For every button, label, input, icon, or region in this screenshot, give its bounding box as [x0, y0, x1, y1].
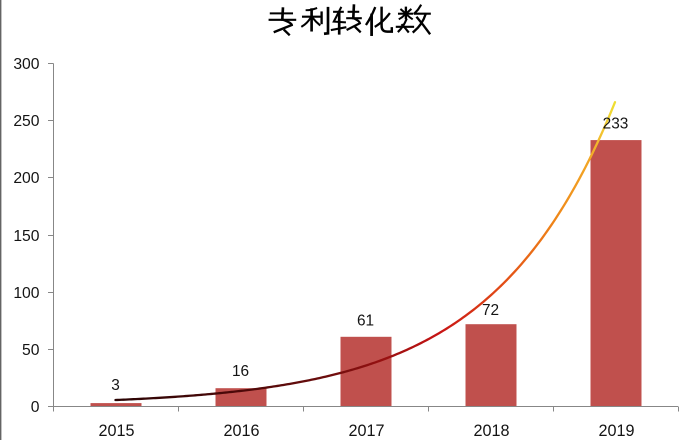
svg-text:300: 300 — [13, 56, 39, 73]
svg-text:72: 72 — [482, 302, 499, 319]
svg-text:100: 100 — [13, 285, 39, 302]
svg-text:2015: 2015 — [98, 422, 134, 440]
svg-text:2019: 2019 — [598, 422, 634, 440]
svg-text:3: 3 — [111, 377, 120, 394]
svg-text:233: 233 — [603, 115, 629, 132]
svg-text:2017: 2017 — [348, 422, 384, 440]
svg-text:250: 250 — [13, 113, 39, 130]
svg-text:2018: 2018 — [473, 422, 509, 440]
svg-text:16: 16 — [232, 363, 249, 380]
svg-text:2016: 2016 — [223, 422, 259, 440]
svg-text:50: 50 — [22, 342, 40, 359]
svg-text:61: 61 — [357, 312, 374, 329]
svg-text:200: 200 — [13, 170, 39, 187]
svg-text:150: 150 — [13, 228, 39, 245]
svg-text:0: 0 — [31, 399, 40, 416]
